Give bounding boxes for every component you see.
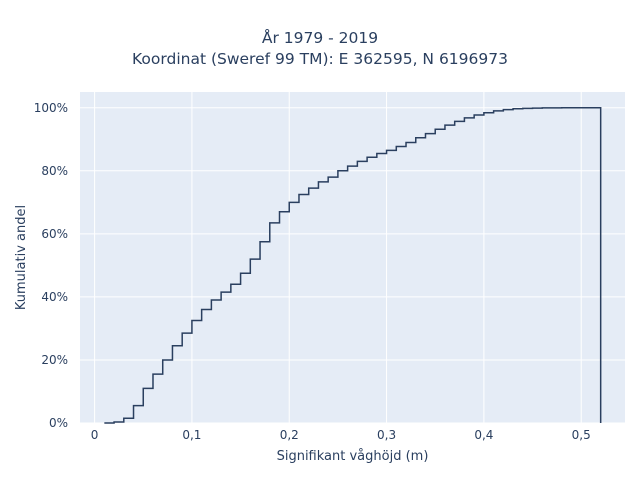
x-tick-label: 0 <box>91 428 99 442</box>
series-step-line <box>104 107 602 424</box>
chart-title-line-2: Koordinat (Sweref 99 TM): E 362595, N 61… <box>132 50 508 68</box>
x-tick-label: 0,1 <box>182 428 201 442</box>
y-tick-label: 40% <box>41 290 68 304</box>
y-axis-label: Kumulativ andel <box>14 205 29 310</box>
x-axis-ticks: 0 0,1 0,2 0,3 0,4 0,5 <box>91 428 591 442</box>
y-tick-label: 20% <box>41 353 68 367</box>
x-tick-label: 0,2 <box>280 428 299 442</box>
x-tick-label: 0,3 <box>377 428 396 442</box>
x-axis-label: Signifikant våghöjd (m) <box>277 449 429 464</box>
chart-title-line-1: År 1979 - 2019 <box>261 29 379 47</box>
x-tick-label: 0,5 <box>572 428 591 442</box>
x-tick-label: 0,4 <box>474 428 493 442</box>
y-tick-label: 0% <box>49 416 68 430</box>
plot-area <box>80 92 625 423</box>
grid-lines <box>80 92 625 424</box>
series-group <box>104 107 602 424</box>
y-tick-label: 80% <box>41 164 68 178</box>
y-axis-ticks: 0% 20% 40% 60% 80% 100% <box>34 101 68 430</box>
y-tick-label: 60% <box>41 227 68 241</box>
y-tick-label: 100% <box>34 101 68 115</box>
